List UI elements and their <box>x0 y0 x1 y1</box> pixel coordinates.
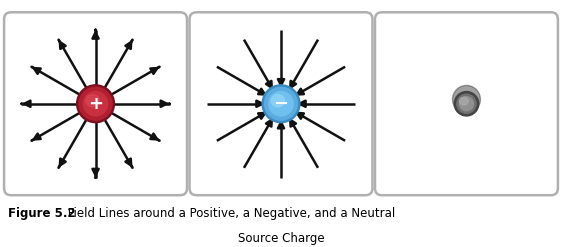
Ellipse shape <box>454 92 479 116</box>
Text: Field Lines around a Positive, a Negative, and a Neutral: Field Lines around a Positive, a Negativ… <box>64 207 395 221</box>
Text: −: − <box>274 95 288 113</box>
Ellipse shape <box>83 92 108 116</box>
Ellipse shape <box>460 97 468 105</box>
Text: +: + <box>88 95 103 113</box>
Ellipse shape <box>79 87 112 120</box>
Ellipse shape <box>269 92 293 116</box>
Text: Source Charge: Source Charge <box>238 232 324 245</box>
Ellipse shape <box>86 95 99 107</box>
Ellipse shape <box>460 97 473 111</box>
Ellipse shape <box>457 94 476 113</box>
Ellipse shape <box>271 95 285 107</box>
Text: Figure 5.2: Figure 5.2 <box>8 207 76 221</box>
Ellipse shape <box>76 85 115 123</box>
Ellipse shape <box>262 85 300 123</box>
FancyBboxPatch shape <box>4 12 187 195</box>
FancyBboxPatch shape <box>189 12 373 195</box>
Ellipse shape <box>452 85 481 113</box>
Ellipse shape <box>265 87 297 120</box>
FancyBboxPatch shape <box>375 12 558 195</box>
